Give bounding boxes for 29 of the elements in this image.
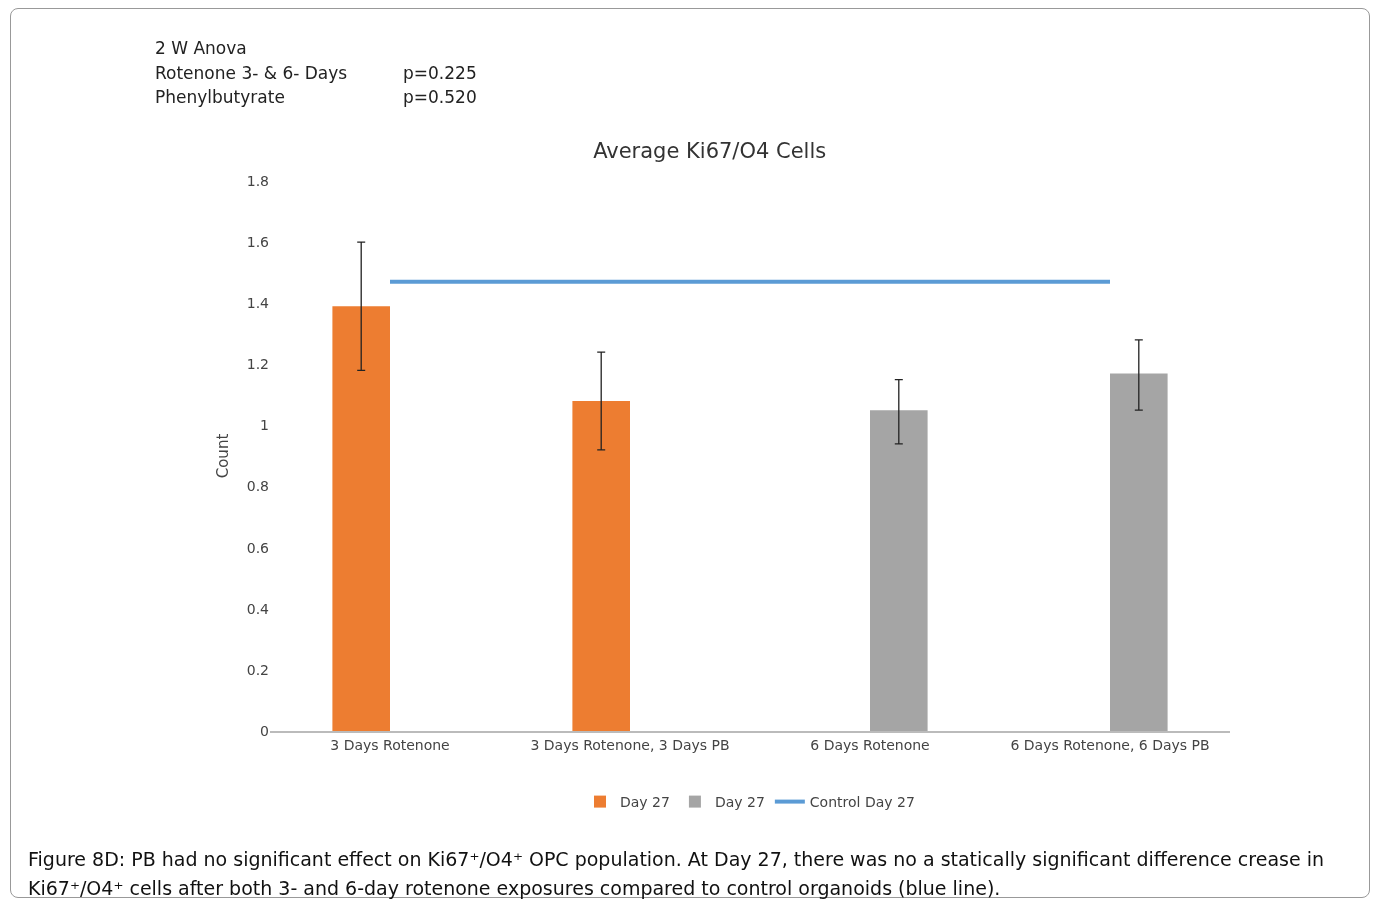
x-tick-label: 6 Days Rotenone, 6 Days PB bbox=[1010, 736, 1210, 753]
y-tick-label: 0.8 bbox=[246, 478, 269, 495]
y-tick-label: 0.6 bbox=[246, 539, 270, 556]
y-tick-label: 1.6 bbox=[246, 234, 270, 251]
x-tick-label: 6 Days Rotenone bbox=[810, 736, 930, 753]
bar bbox=[332, 306, 390, 731]
y-tick-label: 1.4 bbox=[246, 295, 270, 312]
legend-label: Control Day 27 bbox=[809, 794, 915, 811]
x-tick-label: 3 Days Rotenone bbox=[330, 736, 450, 753]
y-tick-label: 0.4 bbox=[246, 600, 270, 617]
bar bbox=[1110, 373, 1168, 731]
text: p=0.520 bbox=[403, 87, 477, 107]
caption: Figure 8D: PB had no significant effect on Ki67⁺/O4⁺ OPC population. At Day 27, there was no a statically significant difference crease in Ki67⁺/O4⁺ cells after both 3- and 6-day rotenone exposures compared to control organoids (blue line). bbox=[28, 847, 1325, 901]
y-tick-label: 0 bbox=[260, 722, 269, 739]
y-tick-label: 1 bbox=[260, 417, 269, 434]
y-tick-label: 0.2 bbox=[246, 661, 269, 678]
bar bbox=[870, 410, 928, 731]
bar bbox=[572, 401, 630, 731]
text: Phenylbutyrate bbox=[155, 87, 285, 107]
y-tick-label: 1.8 bbox=[246, 172, 269, 189]
y-tick-label: 1.2 bbox=[246, 356, 269, 373]
legend-label: Day 27 bbox=[620, 794, 670, 811]
text: p=0.225 bbox=[403, 63, 477, 83]
x-tick-label: 3 Days Rotenone, 3 Days PB bbox=[530, 736, 730, 753]
text: Rotenone 3- & 6- Days bbox=[155, 63, 348, 83]
text: 2 W Anova bbox=[155, 38, 247, 58]
chart-title: Average Ki67/O4 Cells bbox=[593, 139, 827, 164]
y-axis-title: Count bbox=[213, 433, 232, 479]
legend-label: Day 27 bbox=[714, 794, 765, 811]
